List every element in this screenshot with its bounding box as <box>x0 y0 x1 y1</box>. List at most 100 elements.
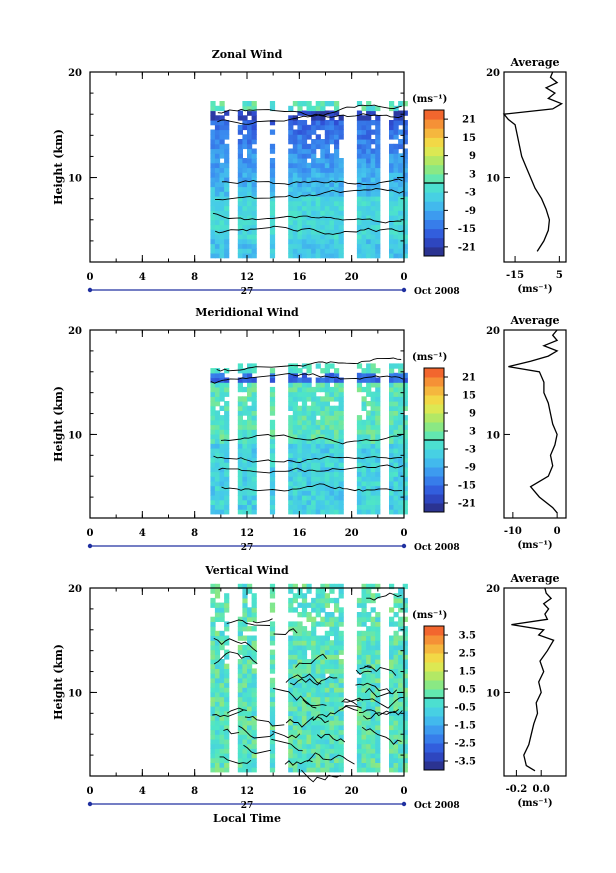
heatmap-cell <box>402 691 408 698</box>
heatmap-cell <box>334 139 340 145</box>
heatmap-cell <box>375 644 381 651</box>
heatmap-cell <box>334 410 340 416</box>
heatmap-cell <box>242 710 248 716</box>
heatmap-cell <box>292 401 298 407</box>
heatmap-cell <box>210 105 216 112</box>
colorbar-segment <box>424 707 444 717</box>
heatmap-cell <box>338 401 344 407</box>
heatmap-cell <box>398 415 404 421</box>
heatmap-cell <box>219 162 225 169</box>
heatmap-cell <box>375 253 381 259</box>
heatmap-cell <box>224 673 230 679</box>
heatmap-cell <box>214 158 221 164</box>
heatmap-cell <box>324 139 330 145</box>
heatmap-cell <box>288 134 294 140</box>
heatmap-cell <box>297 210 303 216</box>
heatmap-cell <box>301 668 308 674</box>
heatmap-cell <box>210 687 216 693</box>
x-tick-label: 0 <box>87 786 94 797</box>
x-tick-label: 0 <box>87 528 94 539</box>
heatmap-cell <box>306 196 312 202</box>
heatmap-cell <box>389 410 395 416</box>
heatmap-cell <box>214 433 221 440</box>
heatmap-cell <box>251 396 257 402</box>
heatmap-cell <box>324 640 330 646</box>
heatmap-cell <box>329 172 335 178</box>
heatmap-cell <box>210 253 216 259</box>
heatmap-cell <box>237 424 243 430</box>
heatmap-cell <box>301 186 308 192</box>
heatmap-cell <box>301 471 308 477</box>
heatmap-cell <box>324 153 330 159</box>
heatmap-cell <box>269 143 276 150</box>
heatmap-cell <box>214 210 221 216</box>
contour-line <box>301 769 341 783</box>
heatmap-cell <box>297 677 303 684</box>
heatmap-cell <box>324 762 330 768</box>
heatmap-cell <box>237 767 243 773</box>
heatmap-cell <box>210 391 216 397</box>
heatmap-cell <box>338 448 344 454</box>
heatmap-cell <box>320 621 326 627</box>
colorbar-segment <box>424 237 444 248</box>
heatmap-cell <box>393 612 399 618</box>
heatmap-cell <box>224 490 230 496</box>
heatmap-cell <box>297 509 303 515</box>
heatmap-cell <box>334 205 340 211</box>
heatmap-cell <box>306 476 312 482</box>
colorbar-tick-label: -9 <box>465 206 476 217</box>
heatmap-cell <box>288 682 294 688</box>
heatmap-cell <box>402 120 408 126</box>
heatmap-cell <box>288 583 294 590</box>
heatmap-cell <box>324 509 330 515</box>
heatmap-cell <box>320 191 326 197</box>
heatmap-cell <box>247 215 253 221</box>
heatmap-cell <box>334 687 340 693</box>
heatmap-cell <box>370 224 376 230</box>
heatmap-cell <box>338 391 344 397</box>
heatmap-cell <box>329 243 335 249</box>
heatmap-cell <box>247 612 253 618</box>
heatmap-cell <box>242 706 248 712</box>
heatmap-cell <box>242 462 248 468</box>
heatmap-cell <box>224 224 230 230</box>
heatmap-cell <box>288 167 294 173</box>
heatmap-cell <box>311 124 317 131</box>
heatmap-cell <box>269 229 276 235</box>
heatmap-cell <box>398 659 404 665</box>
colorbar-segment <box>424 210 444 220</box>
heatmap-cell <box>288 687 294 693</box>
heatmap-cell <box>370 677 376 684</box>
heatmap-cell <box>334 509 340 515</box>
heatmap-cell <box>375 429 381 435</box>
heatmap-cell <box>375 480 381 487</box>
heatmap-cell <box>393 471 399 477</box>
heatmap-cell <box>292 640 298 646</box>
heatmap-cell <box>356 234 363 240</box>
heatmap-cell <box>320 663 326 669</box>
heatmap-cell <box>389 490 395 496</box>
heatmap-cell <box>224 129 230 135</box>
heatmap-cell <box>393 490 399 496</box>
heatmap-cell <box>306 386 312 393</box>
heatmap-cell <box>288 177 294 183</box>
heatmap-cell <box>311 734 317 740</box>
heatmap-cell <box>292 424 298 430</box>
colorbar-tick-label: -3 <box>465 188 476 199</box>
heatmap-cell <box>315 167 321 173</box>
heatmap-cell <box>320 588 326 594</box>
heatmap-cell <box>224 181 230 188</box>
average-x-label: (ms⁻¹) <box>517 798 552 809</box>
heatmap-cell <box>301 691 308 698</box>
heatmap-cell <box>398 691 404 698</box>
heatmap-cell <box>398 457 404 463</box>
heatmap-cell <box>210 120 216 126</box>
heatmap-cell <box>288 363 294 369</box>
heatmap-cell <box>292 649 298 655</box>
heatmap-cell <box>237 734 243 740</box>
heatmap-cell <box>329 767 335 773</box>
heatmap-cell <box>402 701 408 707</box>
heatmap-cell <box>334 134 340 140</box>
heatmap-cell <box>247 172 253 178</box>
heatmap-cell <box>393 720 399 726</box>
